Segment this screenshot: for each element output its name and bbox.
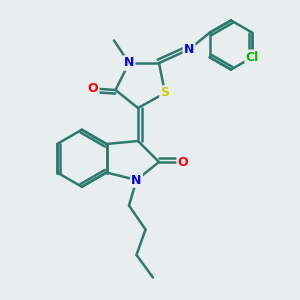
Text: Cl: Cl — [246, 51, 259, 64]
Text: N: N — [184, 43, 194, 56]
Text: N: N — [124, 56, 134, 70]
Text: S: S — [160, 86, 169, 100]
Text: O: O — [88, 82, 98, 95]
Text: N: N — [131, 173, 142, 187]
Text: O: O — [178, 155, 188, 169]
